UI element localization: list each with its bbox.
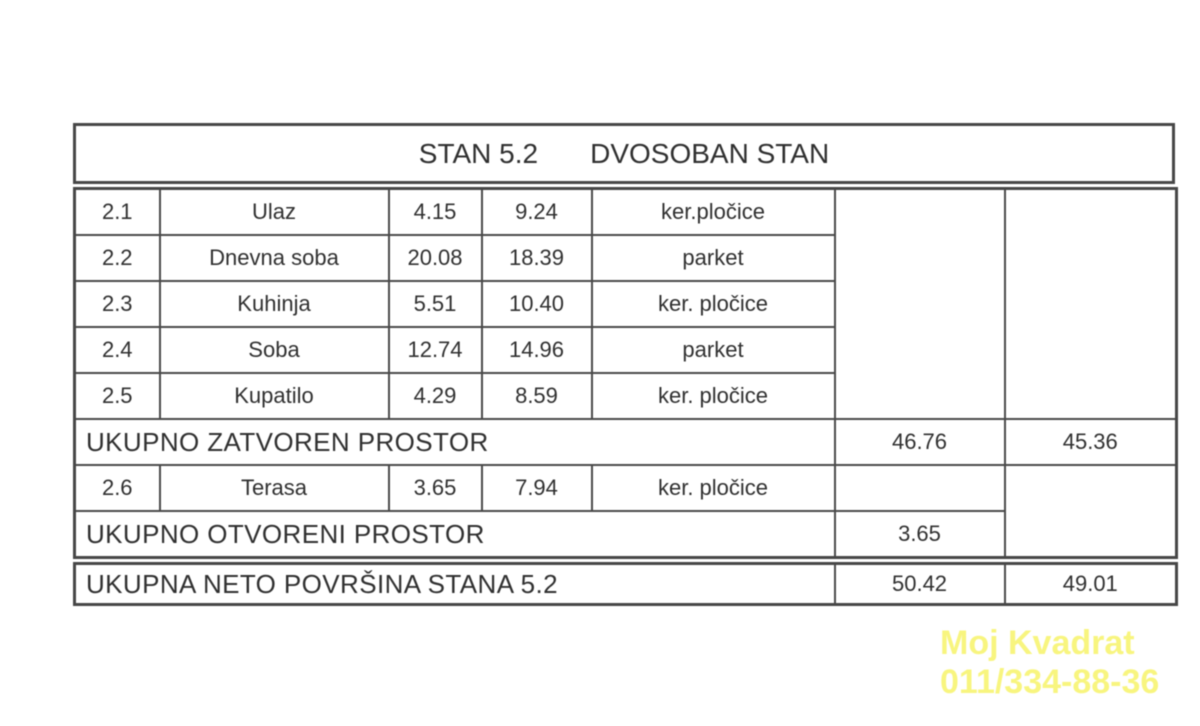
room-area-cell: 20.08 [387,234,483,282]
table-row: 2.4 Soba 12.74 14.96 parket [73,326,1177,374]
room-name-cell: Ulaz [158,187,390,236]
watermark: Moj Kvadrat 011/334-88-36 [940,624,1159,702]
closed-total-value2: 45.36 [1003,418,1178,466]
watermark-phone: 011/334-88-36 [940,663,1160,701]
room-area2-cell: 8.59 [480,372,593,420]
table-row: 2.6 Terasa 3.65 7.94 ker. pločice [73,464,1178,559]
room-floor-cell: parket [590,326,836,374]
room-area2-cell: 9.24 [480,187,593,236]
summary-row-net-total: UKUPNA NETO POVRŠINA STANA 5.2 50.42 49.… [73,562,1178,606]
closed-gross-column-empty-cell [1003,187,1178,420]
room-id-cell: 2.3 [73,280,161,328]
net-total-table: UKUPNA NETO POVRŠINA STANA 5.2 50.42 49.… [73,562,1179,606]
room-area2-cell: 7.94 [480,464,593,512]
table-title: STAN 5.2 DVOSOBAN STAN [76,138,1172,170]
room-name-cell: Kupatilo [158,372,390,420]
room-floor-cell: ker. pločice [590,372,836,420]
title-apartment-number: STAN 5.2 [418,137,539,169]
room-name-cell: Kuhinja [158,280,390,328]
rooms-table: 2.1 Ulaz 4.15 9.24 ker.pločice 2.2 Dnevn… [73,187,1178,559]
watermark-brand: Moj Kvadrat [940,624,1135,662]
room-name-cell: Dnevna soba [158,234,390,282]
table-row: 2.1 Ulaz 4.15 9.24 ker.pločice [73,187,1178,420]
room-area-cell: 4.15 [387,187,483,236]
net-total-label: UKUPNA NETO POVRŠINA STANA 5.2 [73,562,836,606]
net-total-value1: 50.42 [833,562,1006,606]
room-id-cell: 2.2 [73,234,161,282]
net-total-value2: 49.01 [1003,562,1178,606]
room-area-cell: 12.74 [387,326,483,374]
room-id-cell: 2.6 [73,464,161,512]
room-area2-cell: 18.39 [480,234,593,282]
room-area-cell: 4.29 [387,372,483,420]
open-total-value1: 3.65 [833,510,1006,559]
title-apartment-type: DVOSOBAN STAN [590,137,830,169]
summary-row-closed: UKUPNO ZATVOREN PROSTOR 46.76 45.36 [73,418,1178,466]
room-floor-cell: parket [590,234,836,282]
summary-row-open: UKUPNO OTVORENI PROSTOR 3.65 [73,510,1177,559]
closed-total-value1: 46.76 [833,418,1006,466]
closed-total-label: UKUPNO ZATVOREN PROSTOR [73,418,836,466]
table-row: 2.3 Kuhinja 5.51 10.40 ker. pločice [73,280,1177,328]
closed-net-column-empty-cell [833,187,1006,420]
apartment-area-table: STAN 5.2 DVOSOBAN STAN 2.1 Ulaz 4.15 9.2… [73,123,1179,606]
room-floor-cell: ker.pločice [590,187,836,236]
open-net-empty-cell [833,464,1006,512]
room-id-cell: 2.1 [73,187,161,236]
room-area-cell: 5.51 [387,280,483,328]
room-area-cell: 3.65 [387,464,483,512]
room-name-cell: Terasa [158,464,390,512]
room-floor-cell: ker. pločice [590,464,836,512]
room-area2-cell: 14.96 [480,326,593,374]
table-row: 2.5 Kupatilo 4.29 8.59 ker. pločice [73,372,1177,420]
open-gross-merged-empty-cell [1003,464,1178,559]
room-id-cell: 2.5 [73,372,161,420]
room-id-cell: 2.4 [73,326,161,374]
room-name-cell: Soba [158,326,390,374]
room-floor-cell: ker. pločice [590,280,836,328]
room-area2-cell: 10.40 [480,280,593,328]
open-total-label: UKUPNO OTVORENI PROSTOR [73,510,836,559]
table-title-cell: STAN 5.2 DVOSOBAN STAN [75,125,1174,183]
table-row: 2.2 Dnevna soba 20.08 18.39 parket [73,234,1177,282]
table-title-band: STAN 5.2 DVOSOBAN STAN [73,123,1175,184]
